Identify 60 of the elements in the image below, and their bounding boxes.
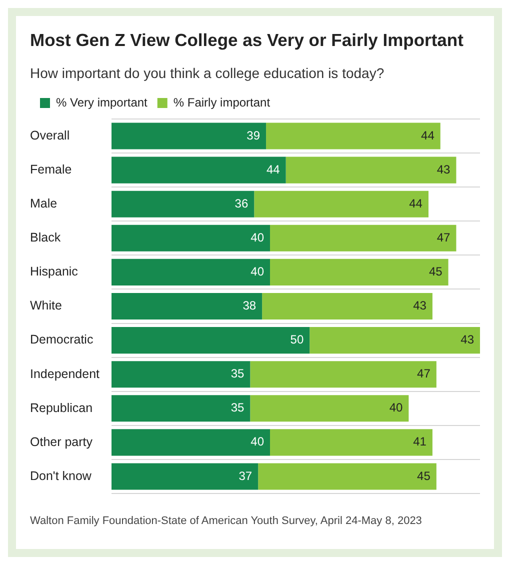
y-tick-label: Republican [30, 400, 93, 415]
data-label: 39 [246, 128, 260, 142]
bar [112, 224, 270, 252]
bar [112, 429, 270, 456]
bar [250, 361, 436, 388]
data-label: 40 [250, 264, 264, 279]
text: Walton Family Foundation-State of American Youth Survey, April 24-May 8, 2023 [30, 515, 423, 527]
bar [270, 258, 448, 286]
data-label: 47 [436, 230, 451, 244]
chart-subtitle: How important do you think a college education is today? [30, 65, 386, 81]
data-label: 47 [417, 366, 431, 381]
y-tick-label: White [30, 298, 62, 313]
legend-label: % Very important [56, 95, 148, 110]
y-tick-label: Independent [30, 366, 100, 381]
data-label: 40 [389, 400, 403, 415]
bar [112, 463, 258, 490]
bar [112, 327, 310, 354]
data-label: 45 [428, 264, 443, 279]
data-label: 50 [290, 332, 304, 347]
data-label: 44 [409, 196, 423, 210]
legend-label: % Fairly important [173, 95, 271, 110]
y-tick-label: Hispanic [30, 264, 78, 279]
data-label: 43 [460, 332, 474, 347]
data-label: 40 [250, 230, 264, 244]
bar [112, 156, 286, 184]
bar [112, 258, 270, 286]
data-label: 44 [266, 162, 280, 176]
data-label: 35 [230, 400, 245, 415]
bar [254, 190, 428, 218]
bar [266, 122, 440, 150]
bar [112, 395, 250, 422]
data-label: 40 [250, 434, 264, 449]
bar [270, 429, 432, 456]
chart-title: Most Gen Z View College as Very or Fairly Important [30, 30, 464, 51]
y-tick-label: Overall [30, 128, 70, 142]
y-tick-label: Don't know [30, 468, 92, 483]
y-tick-label: Other party [30, 434, 94, 449]
y-tick-label: Male [30, 196, 58, 211]
data-label: 36 [234, 196, 248, 210]
data-label: 41 [413, 434, 427, 449]
data-label: 45 [417, 468, 431, 483]
data-label: 43 [436, 162, 451, 176]
bar [258, 463, 436, 490]
bar [112, 190, 254, 218]
data-label: 43 [413, 298, 427, 313]
bar [270, 224, 456, 252]
bar [286, 156, 456, 184]
y-tick-label: Democratic [30, 332, 94, 347]
bar [112, 122, 266, 150]
bar [310, 327, 480, 354]
data-label: 35 [230, 366, 245, 381]
data-label: 44 [421, 128, 435, 142]
bar [112, 292, 262, 320]
y-tick-label: Black [30, 230, 62, 245]
bar [112, 361, 250, 388]
data-label: 37 [238, 468, 252, 483]
bar [250, 395, 409, 422]
bar [262, 292, 432, 320]
data-label: 38 [242, 298, 256, 313]
y-tick-label: Female [30, 162, 72, 177]
